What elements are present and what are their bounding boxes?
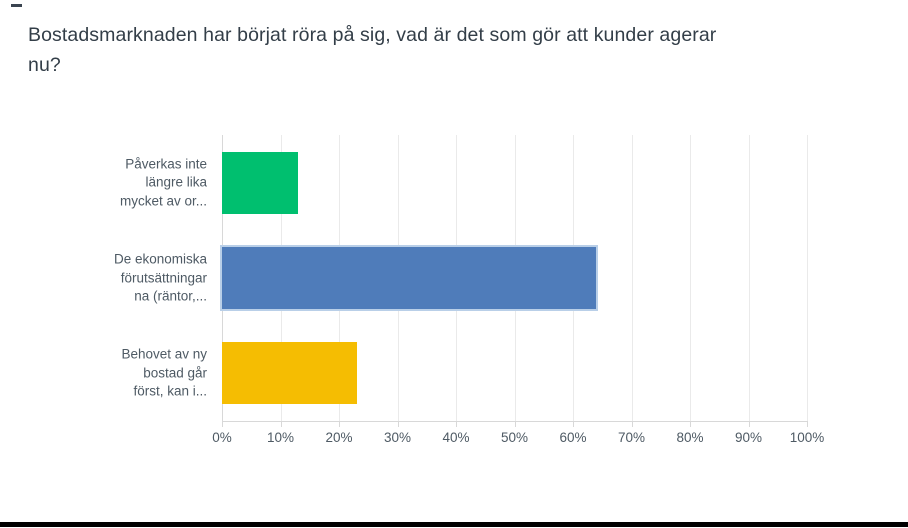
gridline xyxy=(690,135,691,421)
gridline xyxy=(748,135,750,421)
axis-tick xyxy=(222,421,223,427)
chart-bar[interactable] xyxy=(222,247,597,309)
axis-tick xyxy=(280,421,282,427)
axis-tick xyxy=(690,421,691,427)
category-label: De ekonomiska förutsättningar na (räntor… xyxy=(113,251,207,304)
axis-tick xyxy=(573,421,574,427)
gridline xyxy=(631,135,633,421)
plot-area xyxy=(222,135,808,427)
axis-tick xyxy=(397,421,399,427)
chart-bar[interactable] xyxy=(222,342,357,405)
crop-artifact-dash xyxy=(11,4,22,7)
x-axis-tick-label: 100% xyxy=(789,430,825,445)
x-axis-tick-label: 90% xyxy=(734,430,763,445)
x-axis-line xyxy=(222,421,808,422)
x-axis-tick-label: 50% xyxy=(500,430,529,445)
axis-tick xyxy=(514,421,516,427)
chart-title: Bostadsmarknaden har börjat röra på sig,… xyxy=(28,24,717,76)
x-axis-tick-label: 30% xyxy=(383,430,412,445)
x-axis: 0% 10% 20% 30% 40% 50% 60% 70% 80% 90% 100% xyxy=(212,430,824,448)
x-axis-tick-label: 80% xyxy=(676,430,704,445)
chart-bar[interactable] xyxy=(222,151,299,214)
category-axis: Påverkas inte längre lika mycket av or..… xyxy=(55,0,207,528)
x-axis-tick-label: 60% xyxy=(559,430,587,445)
category-label: Påverkas inte längre lika mycket av or..… xyxy=(119,155,207,208)
axis-tick xyxy=(748,421,750,427)
x-axis-tick-label: 20% xyxy=(325,430,353,445)
axis-tick xyxy=(339,421,340,427)
axis-tick xyxy=(456,421,457,427)
category-label: Behovet av ny bostad går först, kan i... xyxy=(121,346,207,399)
axis-tick xyxy=(631,421,633,427)
axis-tick xyxy=(807,421,808,427)
x-axis-tick-label: 70% xyxy=(617,430,646,445)
x-axis-tick-label: 0% xyxy=(212,430,232,445)
gridline xyxy=(807,135,808,421)
x-axis-tick-label: 40% xyxy=(442,430,470,445)
x-axis-tick-label: 10% xyxy=(266,430,295,445)
bottom-border-bar xyxy=(0,522,908,527)
